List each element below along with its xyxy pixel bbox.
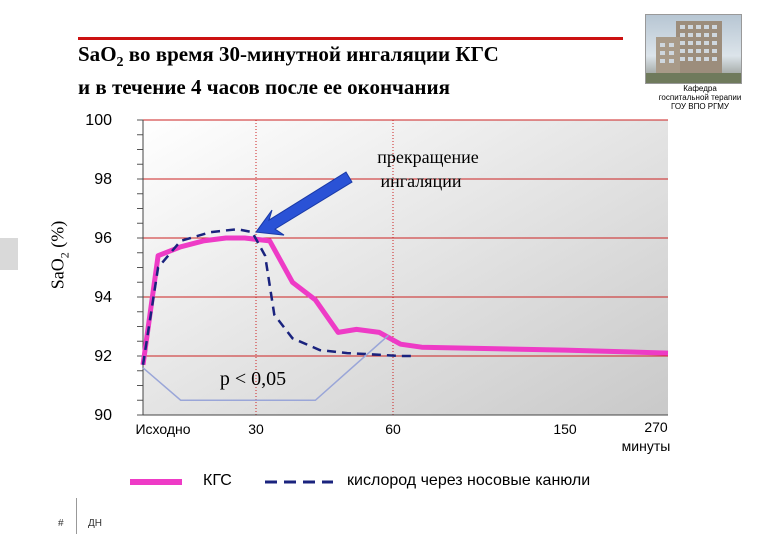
pvalue-bracket [142, 334, 389, 401]
pvalue-label: p < 0,05 [220, 368, 286, 390]
stop-label-line-1: прекращение [377, 147, 478, 167]
dept-line-3: ГОУ ВПО РГМУ [671, 102, 729, 111]
footer-author: ДН [88, 518, 102, 529]
title-text-1: Sa [78, 42, 101, 66]
x-tick-label: Исходно [135, 421, 190, 437]
slide-number: # [58, 518, 64, 529]
legend-swatches [130, 479, 333, 485]
footer-divider [76, 498, 77, 534]
y-tick-label: 92 [94, 348, 112, 365]
title-rule [78, 37, 623, 40]
series-line-oxygen [141, 227, 416, 365]
y-tick-label: 100 [85, 112, 112, 129]
legend-label-kgs: КГС [203, 472, 232, 489]
x-tick-label: 150 [553, 421, 577, 437]
building-logo [645, 14, 742, 84]
x-tick-label: 270 [644, 419, 668, 435]
y-tick-label: 98 [94, 171, 112, 188]
legend: КГС кислород через носовые канюли [0, 472, 780, 502]
building-icon [646, 21, 741, 83]
x-axis-unit: минуты [622, 438, 671, 454]
dept-line-2: госпитальной терапии [658, 93, 742, 102]
x-tick-label: 30 [248, 421, 264, 437]
title-subscript: 2 [116, 55, 124, 71]
series-line-kgs [140, 235, 669, 366]
y-tick-label: 96 [94, 230, 112, 247]
title-text-3: во время 30-минутной ингаляции КГС [123, 42, 499, 66]
slide-title: SaO2 во время 30-минутной ингаляции КГС … [78, 42, 638, 99]
plot-area [143, 120, 668, 415]
dept-line-1: Кафедра [683, 84, 717, 93]
y-tick-label: 90 [94, 407, 112, 424]
legend-label-oxygen: кислород через носовые канюли [347, 472, 591, 489]
title-line-2: и в течение 4 часов после ее окончания [78, 75, 450, 100]
side-tab [0, 238, 18, 270]
stop-arrow [255, 171, 353, 236]
title-text-2: O [100, 42, 117, 66]
y-tick-label: 94 [94, 289, 112, 306]
x-tick-label: 60 [385, 421, 401, 437]
stop-label-line-2: ингаляции [381, 171, 462, 191]
department-caption: Кафедра госпитальной терапии ГОУ ВПО РГМ… [640, 84, 760, 111]
